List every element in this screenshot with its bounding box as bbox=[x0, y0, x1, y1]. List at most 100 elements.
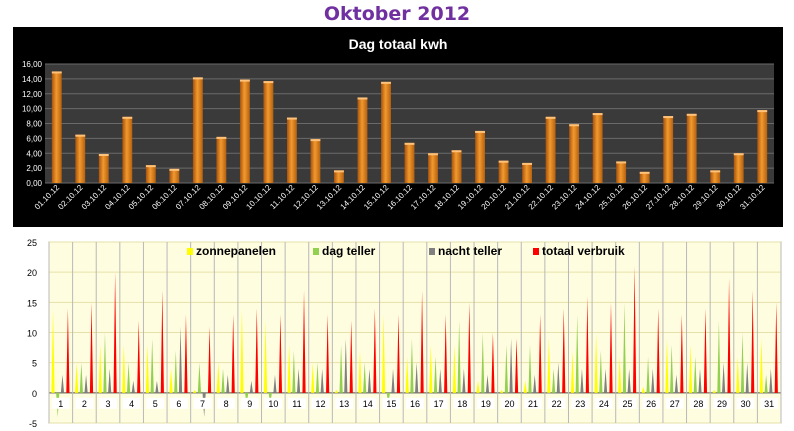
bar-top bbox=[710, 170, 721, 173]
series-spike bbox=[349, 320, 353, 393]
day-label-background bbox=[500, 397, 519, 409]
bar bbox=[51, 71, 62, 183]
x-tick-label: 19 bbox=[481, 399, 491, 409]
x-tick-label: 26 bbox=[646, 399, 656, 409]
day-label-background bbox=[642, 397, 660, 409]
bar bbox=[592, 113, 603, 183]
day-label-background bbox=[713, 397, 731, 409]
series-spike bbox=[221, 368, 225, 393]
series-spike bbox=[311, 362, 315, 393]
series-spike bbox=[415, 362, 419, 393]
bar bbox=[239, 79, 250, 183]
series-spike bbox=[231, 314, 235, 393]
series-spike bbox=[538, 314, 542, 393]
bar-top bbox=[169, 168, 180, 171]
series-spike bbox=[627, 368, 631, 393]
day-label-background bbox=[736, 397, 755, 409]
series-spike bbox=[580, 368, 584, 393]
series-spike bbox=[296, 368, 301, 393]
bar-top bbox=[451, 150, 462, 153]
bar bbox=[169, 168, 180, 183]
bar-top bbox=[428, 153, 438, 156]
day-label-background bbox=[122, 397, 141, 409]
series-spike bbox=[670, 344, 674, 393]
x-tick-label: 14 bbox=[363, 399, 373, 409]
series-spike bbox=[169, 368, 173, 393]
day-label-background bbox=[689, 397, 708, 409]
bar-top bbox=[98, 153, 109, 156]
series-spike bbox=[712, 389, 716, 393]
legend-swatch bbox=[187, 248, 193, 255]
bar bbox=[98, 153, 109, 183]
series-spike bbox=[774, 302, 778, 393]
series-spike bbox=[570, 350, 575, 393]
y-tick-label: 0 bbox=[32, 389, 37, 399]
bar bbox=[357, 97, 368, 183]
series-spike bbox=[145, 344, 150, 393]
y-tick-label: 2,00 bbox=[26, 164, 42, 173]
bar-top bbox=[239, 79, 250, 82]
y-tick-label: 8,00 bbox=[26, 120, 42, 129]
day-label-background bbox=[595, 397, 613, 409]
series-spike bbox=[344, 338, 348, 393]
bar bbox=[733, 153, 744, 183]
series-spike bbox=[444, 314, 448, 393]
series-spike bbox=[680, 314, 684, 393]
bar-top bbox=[639, 171, 650, 174]
x-tick-label: 31 bbox=[764, 399, 774, 409]
bar bbox=[757, 110, 768, 183]
series-spike bbox=[410, 338, 414, 393]
day-label-background bbox=[193, 397, 212, 409]
bar-top bbox=[357, 97, 368, 100]
series-spike bbox=[113, 272, 117, 393]
x-tick-label: 11 bbox=[292, 399, 301, 409]
bar-top bbox=[404, 142, 415, 145]
series-spike bbox=[622, 302, 627, 393]
bar-top bbox=[145, 165, 156, 168]
bar bbox=[145, 165, 156, 183]
x-tick-label: 21 bbox=[528, 399, 538, 409]
bar-top bbox=[616, 161, 627, 164]
bar bbox=[216, 136, 227, 183]
chart-title: Dag totaal kwh bbox=[349, 36, 448, 52]
bar bbox=[545, 116, 556, 183]
series-spike bbox=[769, 368, 773, 393]
x-tick-label: 18 bbox=[457, 399, 467, 409]
x-tick-label: 20 bbox=[504, 399, 514, 409]
x-tick-label: 5 bbox=[153, 399, 158, 409]
bar-top bbox=[51, 71, 62, 74]
series-spike bbox=[514, 338, 519, 393]
series-spike bbox=[193, 389, 197, 393]
series-spike bbox=[745, 362, 749, 393]
series-spike bbox=[703, 308, 708, 393]
series-spike bbox=[722, 362, 726, 393]
series-spike bbox=[740, 332, 745, 393]
series-spike bbox=[476, 380, 480, 393]
x-tick-label: 8 bbox=[224, 399, 229, 409]
x-tick-label: 13 bbox=[339, 399, 349, 409]
series-spike bbox=[207, 326, 212, 393]
bar-top bbox=[310, 139, 321, 142]
series-spike bbox=[126, 362, 131, 393]
series-spike bbox=[504, 344, 508, 393]
bar bbox=[616, 161, 627, 183]
bar-top bbox=[475, 130, 485, 133]
series-spike bbox=[457, 320, 461, 393]
day-label-background bbox=[75, 397, 94, 409]
series-spike bbox=[429, 344, 433, 393]
x-tick-label: 30 bbox=[741, 399, 751, 409]
x-tick-label: 10 bbox=[268, 399, 278, 409]
series-spike bbox=[485, 374, 490, 393]
bar-top bbox=[334, 170, 344, 173]
bar-top bbox=[122, 116, 133, 119]
bar bbox=[122, 116, 133, 183]
day-label-background bbox=[524, 397, 542, 409]
series-spike bbox=[698, 368, 702, 393]
x-tick-label: 15 bbox=[386, 399, 396, 409]
series-spike bbox=[131, 380, 135, 393]
series-spike bbox=[420, 290, 424, 393]
series-spike bbox=[216, 362, 220, 393]
bar-top bbox=[686, 113, 697, 116]
bar-top bbox=[75, 134, 86, 137]
